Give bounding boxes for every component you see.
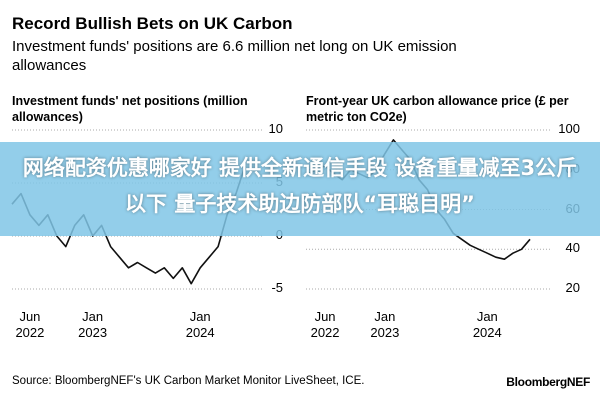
source: Source: BloombergNEF's UK Carbon Market … (12, 375, 365, 387)
x-tick-label: Jan 2024 (472, 309, 502, 340)
panel-title: Investment funds' net positions (million… (12, 94, 248, 124)
x-tick-label: Jan 2023 (78, 309, 108, 340)
title: Record Bullish Bets on UK Carbon (12, 14, 293, 33)
logo: BloombergNEF (506, 375, 590, 389)
overlay-banner (0, 142, 600, 236)
y-tick-label: 40 (565, 240, 580, 256)
panel-title: Front-year UK carbon allowance price (£ … (306, 94, 569, 124)
y-tick-label: 20 (565, 280, 580, 295)
overlay-text: 网络配资优惠哪家好 提供全新通信手段 设备重量减至3公斤以下 量子技术助边防部队… (22, 156, 578, 216)
x-tick-label: Jun 2022 (15, 309, 45, 340)
x-tick-label: Jan 2024 (185, 309, 215, 340)
subtitle: Investment funds' positions are 6.6 mill… (12, 38, 457, 74)
y-tick-label: 10 (268, 121, 283, 136)
y-tick-label: 100 (558, 121, 580, 136)
x-tick-label: Jan 2023 (370, 309, 400, 340)
y-tick-label: -5 (271, 280, 283, 295)
x-tick-label: Jun 2022 (310, 309, 340, 340)
